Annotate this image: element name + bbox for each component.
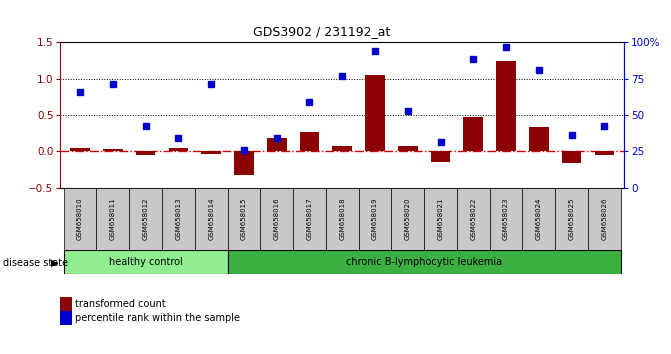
Text: GSM658015: GSM658015: [241, 197, 247, 240]
Bar: [562, 152, 582, 163]
Bar: [227, 250, 621, 274]
Bar: [326, 188, 358, 250]
Bar: [64, 250, 227, 274]
Text: chronic B-lymphocytic leukemia: chronic B-lymphocytic leukemia: [346, 257, 502, 267]
Bar: [97, 188, 130, 250]
Bar: [424, 188, 457, 250]
Bar: [162, 188, 195, 250]
Text: disease state: disease state: [3, 258, 68, 268]
Text: percentile rank within the sample: percentile rank within the sample: [75, 313, 240, 323]
Bar: [260, 188, 293, 250]
Text: GSM658019: GSM658019: [372, 197, 378, 240]
Text: GDS3902 / 231192_at: GDS3902 / 231192_at: [254, 25, 391, 38]
Bar: [130, 188, 162, 250]
Text: GSM658021: GSM658021: [437, 197, 444, 240]
Bar: [595, 152, 614, 155]
Text: GSM658013: GSM658013: [175, 197, 181, 240]
Bar: [64, 188, 97, 250]
Bar: [332, 146, 352, 152]
Bar: [227, 188, 260, 250]
Bar: [234, 152, 254, 175]
Text: GSM658010: GSM658010: [77, 197, 83, 240]
Bar: [358, 188, 391, 250]
Bar: [464, 117, 483, 152]
Text: GSM658016: GSM658016: [274, 197, 280, 240]
Text: GSM658025: GSM658025: [568, 198, 574, 240]
Bar: [497, 61, 516, 152]
Bar: [588, 188, 621, 250]
Bar: [555, 188, 588, 250]
Text: GSM658017: GSM658017: [307, 197, 313, 240]
Bar: [523, 188, 555, 250]
Text: healthy control: healthy control: [109, 257, 183, 267]
Bar: [103, 149, 123, 152]
Bar: [398, 145, 417, 152]
Bar: [431, 152, 450, 162]
Text: GSM658026: GSM658026: [601, 197, 607, 240]
Bar: [267, 138, 287, 152]
Text: GSM658011: GSM658011: [110, 197, 116, 240]
Text: ▶: ▶: [51, 258, 58, 268]
Bar: [490, 188, 523, 250]
Bar: [136, 152, 156, 155]
Text: GSM658018: GSM658018: [340, 197, 345, 240]
Bar: [391, 188, 424, 250]
Bar: [70, 148, 90, 152]
Text: GSM658012: GSM658012: [143, 197, 148, 240]
Bar: [201, 152, 221, 154]
Text: GSM658022: GSM658022: [470, 198, 476, 240]
Bar: [195, 188, 227, 250]
Bar: [457, 188, 490, 250]
Text: GSM658014: GSM658014: [208, 197, 214, 240]
Text: GSM658023: GSM658023: [503, 197, 509, 240]
Bar: [529, 127, 549, 152]
Bar: [293, 188, 326, 250]
Text: GSM658020: GSM658020: [405, 197, 411, 240]
Bar: [300, 132, 319, 152]
Text: transformed count: transformed count: [75, 299, 166, 309]
Text: GSM658024: GSM658024: [536, 198, 541, 240]
Bar: [365, 75, 384, 152]
Bar: [168, 148, 188, 152]
